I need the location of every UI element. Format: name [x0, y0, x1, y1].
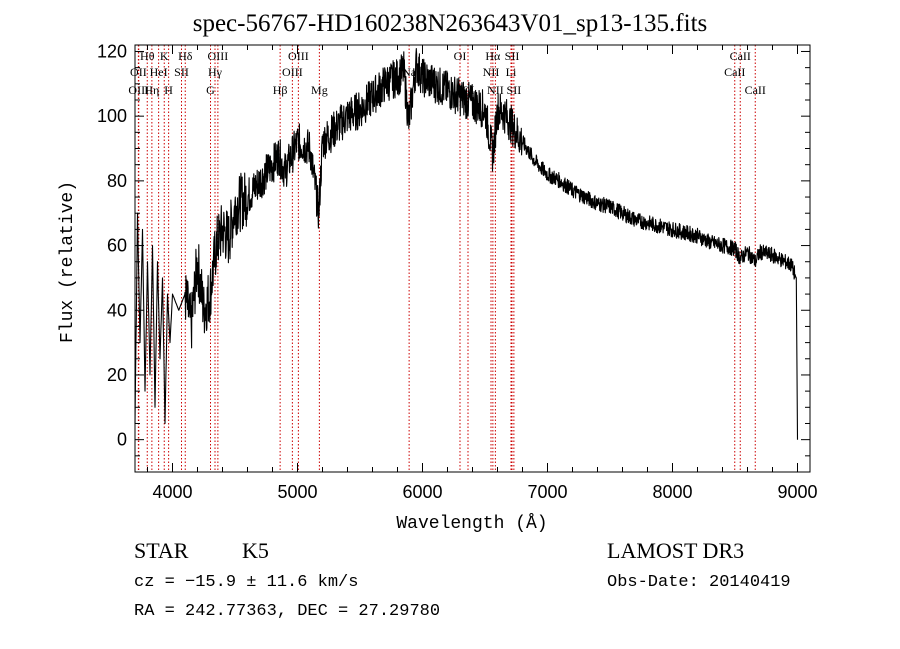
- line-labels-layer: OIIOIIIHθHηHeIKHSIIHδGHγOIIIHβOIIIOIIIMg…: [128, 49, 765, 97]
- line-label: Hθ: [140, 49, 155, 63]
- redshift-readout: cz = −15.9 ± 11.6 km/s: [134, 573, 359, 592]
- line-label: NII: [483, 65, 500, 79]
- y-tick-label: 20: [107, 365, 127, 385]
- ticks-layer: 4000 5000 6000 7000 8000 9000 0 20 40 60 80 100 120: [97, 41, 818, 502]
- line-label: OI: [462, 83, 475, 97]
- x-tick-label: 4000: [152, 482, 192, 502]
- line-label: OIII: [282, 65, 303, 79]
- line-label: OII: [130, 65, 147, 79]
- line-label: OIII: [288, 49, 309, 63]
- chart-title: spec-56767-HD160238N263643V01_sp13-135.f…: [192, 10, 708, 37]
- line-label: Li: [506, 65, 517, 79]
- flux-line: [134, 48, 799, 440]
- x-tick-label: 7000: [527, 482, 567, 502]
- line-label: Mg: [311, 83, 328, 97]
- y-axis-title: Flux (relative): [58, 181, 78, 343]
- x-axis-title: Wavelength (Å): [396, 513, 547, 534]
- line-label: Hδ: [178, 49, 193, 63]
- line-label: HeI: [150, 65, 168, 79]
- line-label: OIII: [208, 49, 229, 63]
- y-tick-label: 120: [97, 41, 127, 61]
- object-class: STAR: [134, 538, 189, 563]
- x-tick-label: 9000: [777, 482, 817, 502]
- line-markers-layer: [137, 45, 756, 472]
- y-tick-label: 60: [107, 236, 127, 256]
- line-label: SII: [507, 83, 522, 97]
- object-subclass: K5: [242, 538, 269, 563]
- y-tick-label: 40: [107, 300, 127, 320]
- line-label: OI: [454, 49, 467, 63]
- x-tick-label: 8000: [652, 482, 692, 502]
- line-label: Hγ: [208, 65, 223, 79]
- line-label: Hη: [144, 83, 159, 97]
- line-label: CaII: [730, 49, 751, 63]
- x-tick-label: 6000: [402, 482, 442, 502]
- line-label: Na: [402, 65, 417, 79]
- line-label: CaII: [724, 65, 745, 79]
- line-label: SII: [505, 49, 520, 63]
- line-label: Hβ: [273, 83, 288, 97]
- line-label: K: [160, 49, 169, 63]
- line-label: OIII: [128, 83, 149, 97]
- series-layer: [134, 48, 799, 440]
- line-label: NII: [487, 83, 504, 97]
- line-label: Hα: [485, 49, 501, 63]
- y-tick-label: 100: [97, 106, 127, 126]
- line-label: G: [206, 83, 215, 97]
- ra-dec-readout: RA = 242.77363, DEC = 27.29780: [134, 602, 441, 621]
- y-tick-label: 80: [107, 171, 127, 191]
- line-label: H: [164, 83, 173, 97]
- y-tick-label: 0: [117, 430, 127, 450]
- line-label: SII: [174, 65, 189, 79]
- line-label: CaII: [745, 83, 766, 97]
- survey-name: LAMOST DR3: [607, 538, 745, 563]
- obs-date: Obs-Date: 20140419: [607, 573, 791, 592]
- x-tick-label: 5000: [277, 482, 317, 502]
